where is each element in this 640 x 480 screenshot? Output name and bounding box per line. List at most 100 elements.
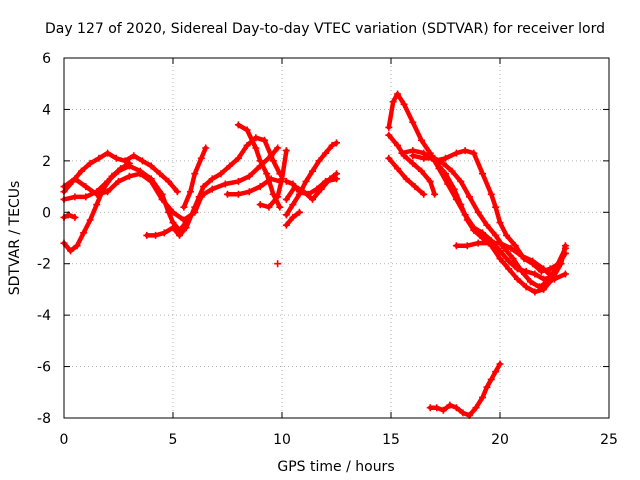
data-point [483,383,491,391]
data-point [95,154,103,162]
data-point [71,193,79,201]
y-tick-label: 4 [42,102,51,118]
data-point [540,265,548,273]
data-point [289,213,297,221]
series-line [61,161,132,254]
data-point [309,167,317,175]
data-point [315,157,323,165]
data-point [470,226,478,234]
series-line [410,153,568,290]
data-point [99,185,107,193]
data-point [267,152,275,160]
data-point [156,170,164,178]
data-point [200,183,208,191]
data-point [535,283,543,291]
data-point [527,278,535,286]
y-tick-label: 0 [42,205,51,221]
data-point [394,90,402,98]
data-point [224,190,231,198]
data-point [551,275,558,283]
data-point [474,208,482,216]
y-tick-labels: -8 -6 -4 -2 0 2 4 6 [37,51,51,427]
data-point [522,283,530,291]
data-point [479,234,487,242]
data-point [426,404,434,412]
data-point [479,393,487,401]
data-point [496,219,504,227]
data-point [546,265,554,273]
y-tick-label: 6 [42,51,51,67]
data-point [263,170,271,178]
data-point [418,136,426,144]
data-point [121,157,129,165]
y-tick-label: 2 [42,154,51,170]
data-point [245,188,253,196]
series-track-5 [60,211,79,221]
data-point [234,177,242,185]
data-point [474,239,482,247]
data-point [496,360,504,368]
series-track-13 [282,139,340,219]
data-point [394,141,402,149]
data-point [136,170,144,178]
data-point [420,154,428,162]
data-point [507,244,515,252]
data-point [561,249,569,257]
data-point [518,252,526,260]
data-point [433,404,441,412]
axis-ticks [63,57,610,419]
data-point [256,201,264,209]
data-point [333,139,340,147]
data-point [152,231,160,239]
data-point [503,231,511,239]
data-point [208,185,216,193]
data-point [256,157,264,165]
data-point [483,221,491,229]
data-point [265,203,273,211]
data-point [313,185,321,193]
data-point [513,275,521,283]
series-track-23 [452,239,569,283]
data-point [431,157,439,165]
series-track-12 [274,260,282,268]
data-point [117,165,125,173]
chart-title: Day 127 of 2020, Sidereal Day-to-day VTE… [45,21,605,37]
data-point [67,247,75,255]
data-point [446,401,454,409]
x-tick-labels: 0 5 10 15 20 25 [60,432,618,448]
data-point [485,239,493,247]
data-point [289,201,297,209]
data-point [544,278,552,286]
data-point [394,165,402,173]
data-point [509,255,517,263]
data-point [191,170,199,178]
data-point [71,213,79,221]
series-track-15 [282,175,340,198]
data-point [104,149,112,157]
data-point [73,242,81,250]
data-point [108,172,116,180]
data-point [125,172,133,180]
data-point [261,136,269,144]
data-point [470,149,478,157]
data-point [274,260,282,268]
data-point [202,144,210,152]
data-point [420,190,428,198]
x-tick-label: 10 [273,432,291,448]
data-point [409,118,417,126]
data-point [125,159,133,167]
series-track-24 [426,360,504,419]
data-point [86,216,94,224]
data-point [409,152,417,160]
series-track-11 [256,147,290,211]
data-point [130,152,138,160]
data-point [457,177,465,185]
data-point [295,188,303,196]
data-point [385,131,393,139]
data-point [400,100,408,108]
data-point [418,167,426,175]
data-point [191,203,199,211]
data-point [276,203,284,211]
